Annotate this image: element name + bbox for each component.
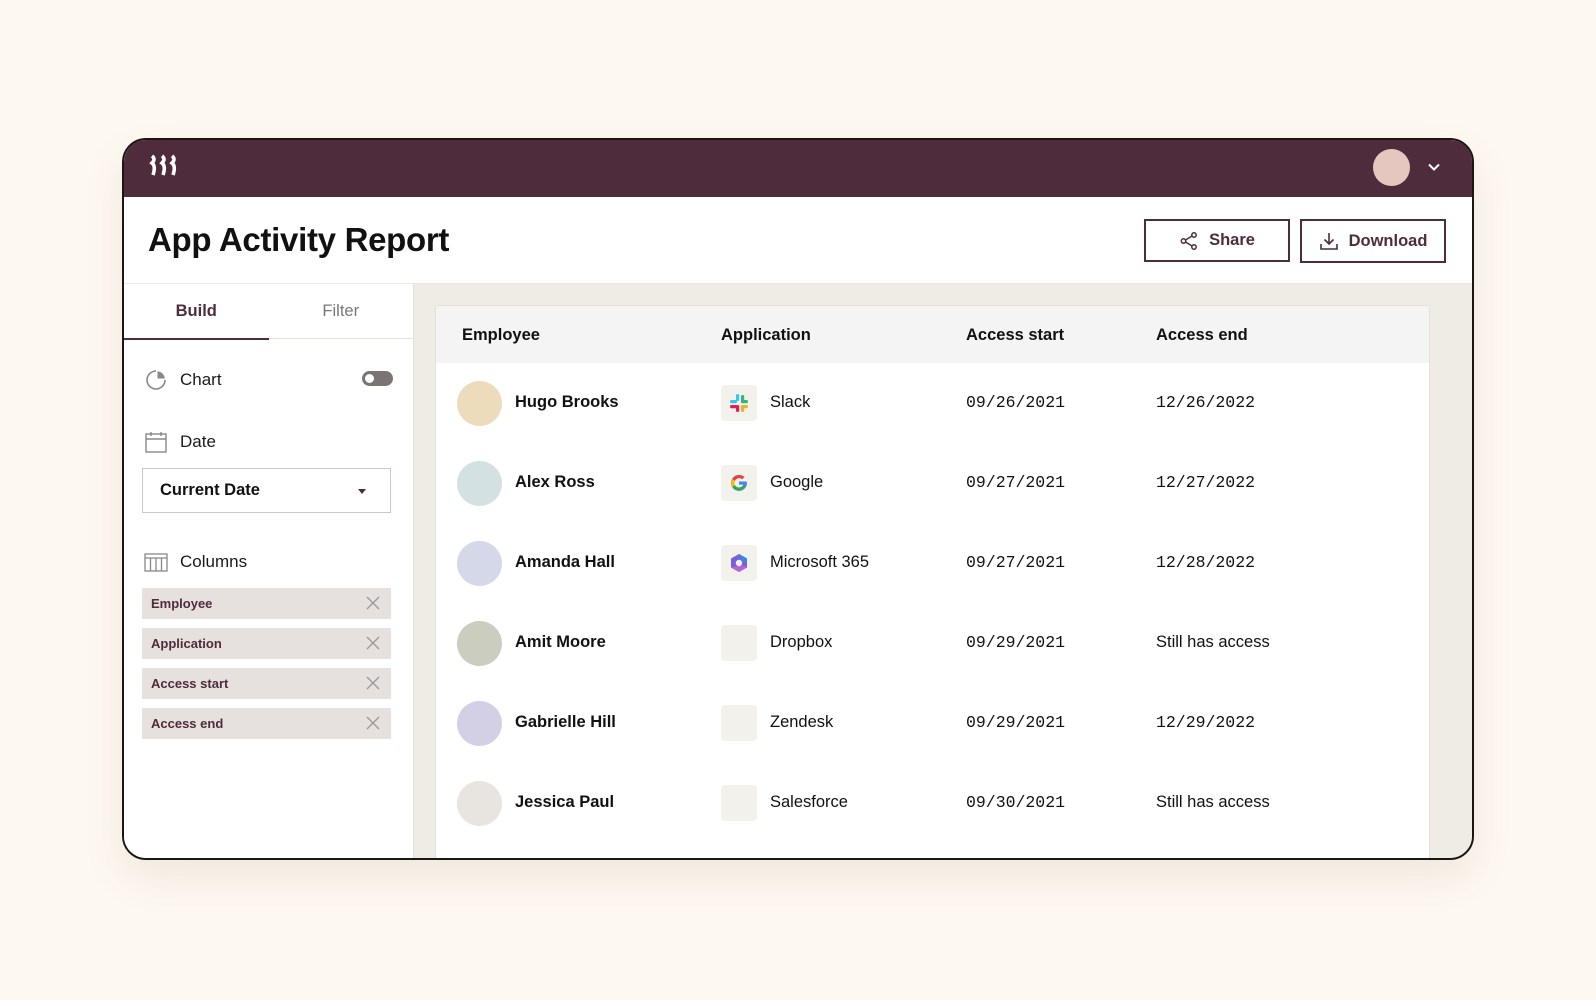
date-select[interactable]: Current Date: [142, 468, 391, 513]
microsoft-365-icon: [731, 554, 747, 572]
table-row[interactable]: Hugo Brooks Slack: [436, 364, 1429, 444]
report-table-area: Employee Application Access start Access…: [414, 284, 1472, 858]
app-window: App Activity Report Share Download: [122, 138, 1474, 860]
report-body: Build Filter Chart Date: [124, 284, 1472, 858]
table-header: Employee Application Access start Access…: [436, 306, 1429, 363]
access-end: 12/28/2022: [1156, 553, 1256, 572]
date-option: Date: [144, 430, 393, 454]
download-icon: [1319, 233, 1338, 250]
page-header: App Activity Report Share Download: [124, 197, 1472, 284]
chip-label: Employee: [151, 596, 213, 611]
column-header-application[interactable]: Application: [721, 326, 811, 344]
top-nav-bar: [124, 140, 1472, 197]
table-row[interactable]: Amanda Hall Microsoft 365 09/27/2021 12/…: [436, 524, 1429, 604]
employee-avatar: [457, 621, 502, 666]
pie-chart-icon: [146, 370, 166, 390]
tab-filter[interactable]: Filter: [322, 302, 360, 320]
column-chip-access-start: Access start: [142, 668, 391, 699]
close-icon[interactable]: [366, 596, 380, 610]
application-name: Zendesk: [770, 713, 834, 731]
report-table: Employee Application Access start Access…: [435, 305, 1430, 858]
chip-label: Access start: [151, 676, 229, 691]
download-button[interactable]: Download: [1300, 219, 1446, 263]
employee-name: Alex Ross: [515, 473, 595, 491]
employee-avatar: [457, 781, 502, 826]
slack-icon: [730, 394, 748, 412]
salesforce-icon: [721, 785, 757, 821]
column-header-access-end[interactable]: Access end: [1156, 326, 1248, 344]
columns-option: Columns: [144, 550, 393, 574]
access-end: 12/29/2022: [1156, 713, 1256, 732]
employee-name: Gabrielle Hill: [515, 713, 616, 731]
builder-sidebar: Build Filter Chart Date: [124, 284, 414, 858]
app-icon-box: [721, 545, 757, 581]
date-select-value: Current Date: [160, 481, 260, 499]
column-chip-application: Application: [142, 628, 391, 659]
table-row[interactable]: Jessica Paul Salesforce 09/30/2021 Still…: [436, 764, 1429, 844]
application-name: Slack: [770, 393, 811, 411]
employee-avatar: [457, 381, 502, 426]
application-name: Google: [770, 473, 824, 491]
employee-name: Amit Moore: [515, 633, 606, 651]
access-start: 09/27/2021: [966, 473, 1066, 492]
access-end: 12/26/2022: [1156, 393, 1256, 412]
date-label: Date: [180, 432, 216, 451]
column-header-access-start[interactable]: Access start: [966, 326, 1065, 344]
employee-avatar: [457, 461, 502, 506]
download-label: Download: [1348, 231, 1428, 250]
access-start: 09/30/2021: [966, 793, 1066, 812]
google-icon: [731, 474, 747, 491]
column-header-employee[interactable]: Employee: [462, 326, 540, 344]
user-avatar[interactable]: [1373, 149, 1410, 186]
access-start: 09/29/2021: [966, 633, 1066, 652]
column-chip-access-end: Access end: [142, 708, 391, 739]
dropbox-icon: [721, 625, 757, 661]
close-icon[interactable]: [366, 636, 380, 650]
chevron-down-icon[interactable]: [1426, 159, 1442, 175]
caret-down-icon: [358, 489, 366, 494]
share-icon: [1180, 231, 1198, 250]
employee-name: Hugo Brooks: [515, 393, 619, 411]
access-end: 12/27/2022: [1156, 473, 1256, 492]
zendesk-icon: [721, 705, 757, 741]
share-label: Share: [1209, 231, 1255, 249]
column-chip-employee: Employee: [142, 588, 391, 619]
access-start: 09/29/2021: [966, 713, 1066, 732]
table-row[interactable]: Alex Ross Google 09/27/2021 12/27/2022: [436, 444, 1429, 524]
chip-label: Application: [151, 636, 222, 651]
columns-label: Columns: [180, 552, 248, 571]
employee-name: Amanda Hall: [515, 553, 615, 571]
access-start: 09/26/2021: [966, 393, 1066, 412]
employee-avatar: [457, 541, 502, 586]
application-name: Microsoft 365: [770, 553, 870, 571]
employee-avatar: [457, 701, 502, 746]
app-icon-box: [721, 465, 757, 501]
app-icon-box: [721, 385, 757, 421]
tab-build[interactable]: Build: [124, 284, 269, 340]
access-end: Still has access: [1156, 793, 1270, 811]
chip-label: Access end: [151, 716, 224, 731]
share-button[interactable]: Share: [1144, 219, 1290, 262]
chart-label: Chart: [180, 370, 222, 389]
application-name: Dropbox: [770, 633, 833, 651]
table-row[interactable]: Amit Moore Dropbox 09/29/2021 Still has …: [436, 604, 1429, 684]
table-row[interactable]: Gabrielle Hill Zendesk 09/29/2021 12/29/…: [436, 684, 1429, 764]
chart-option: Chart: [144, 368, 393, 392]
sidebar-tabs: Build Filter: [124, 284, 413, 340]
table-columns-icon: [144, 553, 168, 572]
application-name: Salesforce: [770, 793, 848, 811]
chart-toggle[interactable]: [362, 371, 393, 386]
calendar-icon: [145, 432, 167, 453]
employee-name: Jessica Paul: [515, 793, 615, 811]
rippling-logo-icon[interactable]: [149, 153, 181, 179]
access-end: Still has access: [1156, 633, 1270, 651]
page-title: App Activity Report: [148, 221, 450, 258]
close-icon[interactable]: [366, 676, 380, 690]
close-icon[interactable]: [366, 716, 380, 730]
access-start: 09/27/2021: [966, 553, 1066, 572]
